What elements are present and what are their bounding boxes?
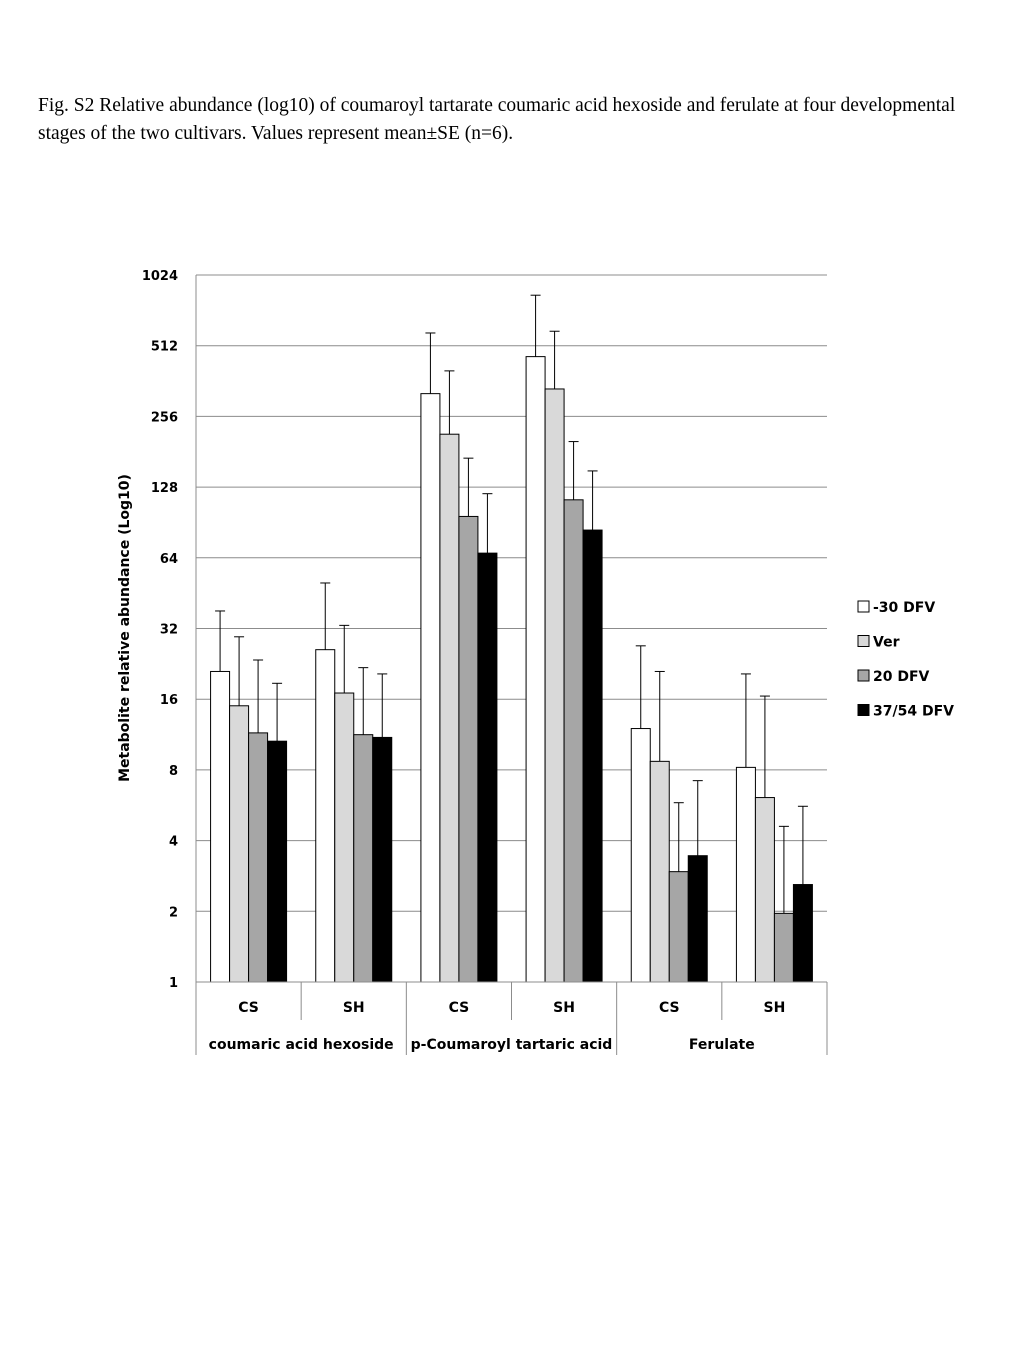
- bars: [210, 294, 813, 983]
- bar: [668, 871, 689, 983]
- bar: [792, 884, 813, 983]
- x-tick-label: CS: [659, 1000, 680, 1016]
- legend-swatch: [857, 704, 870, 716]
- bar: [439, 433, 460, 983]
- legend-label: -30 DFV: [873, 600, 935, 616]
- bar: [420, 393, 441, 983]
- x-tick-label: SH: [764, 1000, 786, 1016]
- bar: [687, 855, 708, 983]
- y-tick-label: 2: [169, 905, 178, 920]
- x-tick-label: CS: [449, 1000, 470, 1016]
- bar: [582, 529, 603, 983]
- y-tick-label: 8: [169, 764, 178, 779]
- group-label: coumaric acid hexoside: [209, 1037, 394, 1053]
- bar: [630, 728, 651, 983]
- legend-swatch: [857, 669, 870, 682]
- bar: [458, 515, 479, 983]
- legend: -30 DFV Ver 20 DFV 37/54 DFV: [857, 600, 954, 720]
- y-tick-label: 64: [160, 552, 178, 567]
- x-tick-label: CS: [238, 1000, 259, 1016]
- bar: [649, 760, 670, 983]
- bar: [372, 736, 393, 983]
- legend-label: 37/54 DFV: [873, 704, 954, 720]
- group-label: Ferulate: [689, 1037, 755, 1053]
- bar: [210, 670, 231, 983]
- figure-caption: Fig. S2 Relative abundance (log10) of co…: [38, 95, 956, 144]
- y-tick-label: 32: [160, 623, 178, 638]
- bar: [544, 388, 565, 983]
- bar: [229, 705, 250, 983]
- y-tick-label: 4: [169, 835, 178, 850]
- bar: [267, 740, 288, 983]
- x-tick-label: SH: [553, 1000, 575, 1016]
- bar: [525, 356, 546, 983]
- y-tick-label: 128: [151, 481, 178, 496]
- legend-swatch: [857, 635, 870, 647]
- bar: [248, 732, 269, 983]
- x-tick-label: SH: [343, 1000, 365, 1016]
- y-axis-title: Metabolite relative abundance (Log10): [117, 474, 133, 782]
- axes: 1 2 4 8 16 32 64 128 256 512 1024 CS SH coumaric acid…: [142, 269, 828, 1055]
- bar: [773, 912, 794, 983]
- y-tick-label: 16: [160, 693, 178, 708]
- legend-swatch: [857, 600, 870, 613]
- bar: [735, 766, 756, 983]
- bar: [754, 797, 775, 983]
- y-tick-label: 256: [151, 410, 178, 425]
- y-tick-label: 1: [169, 976, 178, 991]
- bar: [353, 734, 374, 983]
- bar: [563, 499, 584, 983]
- legend-label: 20 DFV: [873, 669, 930, 685]
- y-tick-label: 512: [151, 340, 178, 355]
- legend-label: Ver: [873, 635, 900, 651]
- grid-lines: [196, 274, 827, 983]
- bar: [315, 649, 336, 983]
- bar: [334, 692, 355, 983]
- group-label: p-Coumaroyl tartaric acid: [411, 1037, 613, 1053]
- y-tick-label: 1024: [142, 269, 178, 284]
- bar: [477, 552, 498, 983]
